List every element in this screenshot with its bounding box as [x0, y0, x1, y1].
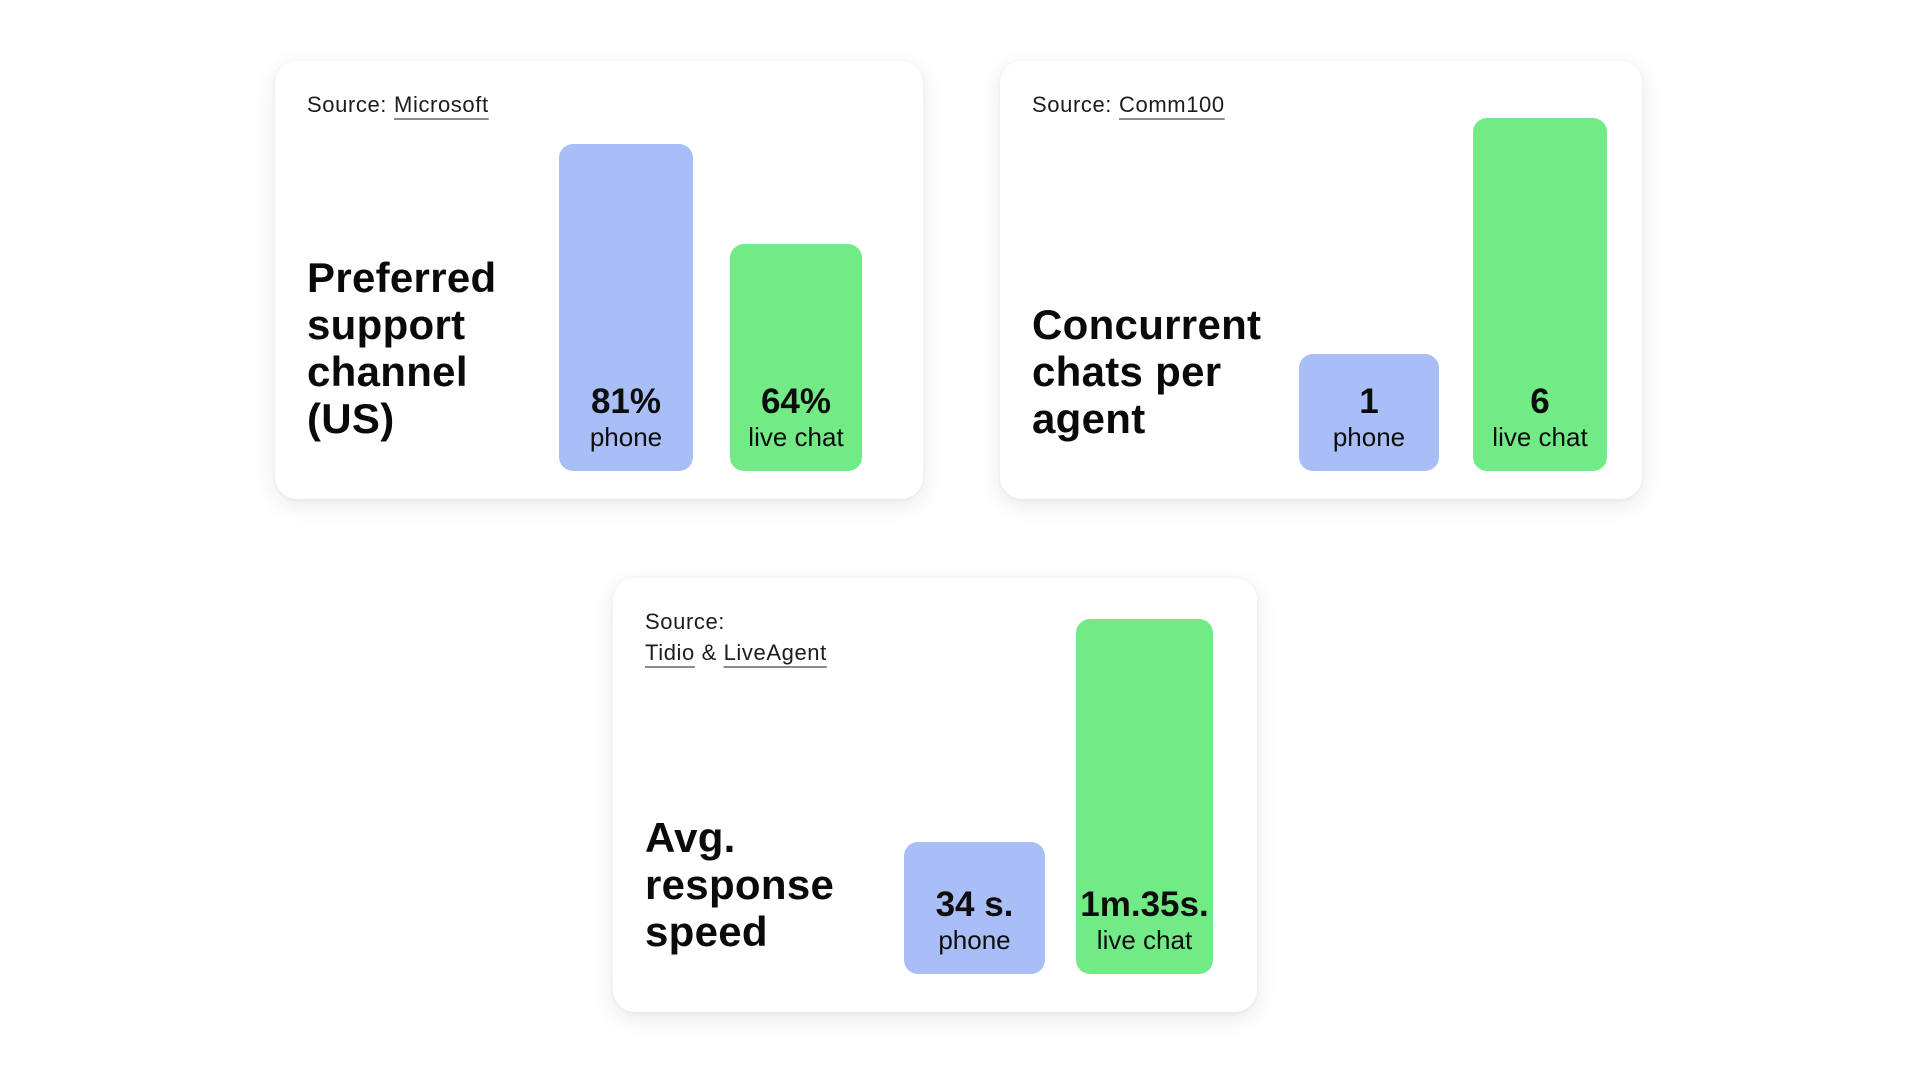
bar-phone: 1 phone: [1299, 354, 1439, 471]
card-title: Concurrent chats per agent: [1032, 301, 1262, 443]
bar-value: 1: [1359, 382, 1379, 421]
source-links-line: Tidio & LiveAgent: [645, 637, 827, 668]
bar-live-chat: 6 live chat: [1473, 118, 1607, 471]
card-avg-response-speed: Source: Tidio & LiveAgent Avg. response …: [613, 578, 1257, 1012]
source-label: Source: Comm100: [1032, 89, 1225, 120]
source-label: Source: Tidio & LiveAgent: [645, 606, 827, 668]
source-label: Source: Microsoft: [307, 89, 489, 120]
bar-live-chat: 64% live chat: [730, 244, 862, 471]
bar-label: phone: [1332, 422, 1406, 452]
bar-label: phone: [589, 422, 663, 452]
bar-label: phone: [938, 925, 1011, 955]
card-title: Avg. response speed: [645, 814, 835, 956]
source-prefix: Source:: [307, 92, 388, 117]
source-prefix: Source:: [1032, 92, 1113, 117]
card-concurrent-chats-per-agent: Source: Comm100 Concurrent chats per agen…: [1000, 61, 1642, 499]
source-separator: &: [694, 640, 724, 665]
bar-value: 34 s.: [935, 885, 1014, 924]
bar-label: live chat: [748, 422, 844, 452]
bar-value: 64%: [760, 382, 832, 421]
bar-label: live chat: [1096, 925, 1193, 955]
source-link-liveagent[interactable]: LiveAgent: [723, 640, 827, 665]
bar-value: 81%: [590, 382, 662, 421]
bar-value: 6: [1530, 382, 1550, 421]
card-title: Preferred support channel (US): [307, 254, 497, 443]
source-link-tidio[interactable]: Tidio: [645, 640, 695, 665]
source-link-microsoft[interactable]: Microsoft: [394, 92, 489, 117]
source-prefix: Source:: [645, 609, 726, 634]
bar-label: live chat: [1492, 422, 1588, 452]
card-preferred-support-channel: Source: Microsoft Preferred support chann…: [275, 61, 923, 499]
bar-phone: 34 s. phone: [904, 842, 1045, 974]
bar-phone: 81% phone: [559, 144, 693, 471]
bar-live-chat: 1m.35s. live chat: [1076, 619, 1213, 974]
source-link-comm100[interactable]: Comm100: [1119, 92, 1225, 117]
bar-value: 1m.35s.: [1080, 885, 1209, 924]
